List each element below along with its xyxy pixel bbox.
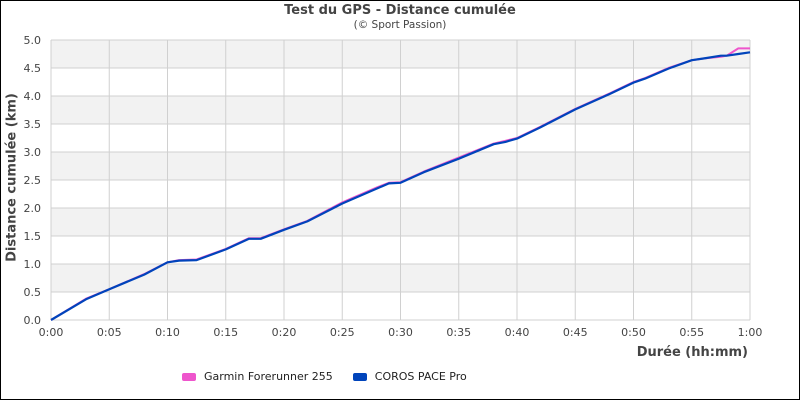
x-tick-label: 1:00 xyxy=(738,326,763,339)
x-tick-label: 0:00 xyxy=(39,326,64,339)
x-tick-label: 0:20 xyxy=(272,326,297,339)
x-tick-label: 0:15 xyxy=(213,326,238,339)
y-tick-label: 5.0 xyxy=(24,34,42,47)
y-tick-label: 4.0 xyxy=(24,90,42,103)
y-tick-label: 2.5 xyxy=(24,174,42,187)
y-tick-label: 0.0 xyxy=(24,314,42,327)
y-tick-label: 4.5 xyxy=(24,62,42,75)
chart-title: Test du GPS - Distance cumulée xyxy=(284,3,516,18)
x-tick-label: 0:45 xyxy=(563,326,588,339)
x-axis-label: Durée (hh:mm) xyxy=(636,345,748,360)
legend-label: Garmin Forerunner 255 xyxy=(204,370,333,383)
y-tick-label: 0.5 xyxy=(24,286,42,299)
x-tick-label: 0:30 xyxy=(388,326,413,339)
y-tick-label: 3.5 xyxy=(24,118,42,131)
x-tick-label: 0:55 xyxy=(679,326,704,339)
x-tick-label: 0:50 xyxy=(621,326,646,339)
legend: Garmin Forerunner 255 COROS PACE Pro xyxy=(182,370,487,383)
x-tick-label: 0:05 xyxy=(97,326,122,339)
x-tick-label: 0:35 xyxy=(446,326,471,339)
chart-subtitle: (© Sport Passion) xyxy=(353,19,447,31)
garmin-swatch-icon xyxy=(182,372,196,381)
y-tick-label: 2.0 xyxy=(24,202,42,215)
x-tick-label: 0:40 xyxy=(505,326,530,339)
coros-swatch-icon xyxy=(352,372,367,381)
coros-series-line xyxy=(50,51,751,321)
y-tick-label: 1.0 xyxy=(24,258,42,271)
y-tick-label: 3.0 xyxy=(24,146,42,159)
legend-label: COROS PACE Pro xyxy=(374,370,467,383)
x-tick-label: 0:10 xyxy=(155,326,180,339)
x-tick-label: 0:25 xyxy=(330,326,355,339)
legend-item-garmin: Garmin Forerunner 255 xyxy=(182,370,333,383)
y-tick-label: 1.5 xyxy=(24,230,42,243)
legend-item-coros: COROS PACE Pro xyxy=(352,370,467,383)
y-axis-label: Distance cumulée (km) xyxy=(4,93,20,262)
